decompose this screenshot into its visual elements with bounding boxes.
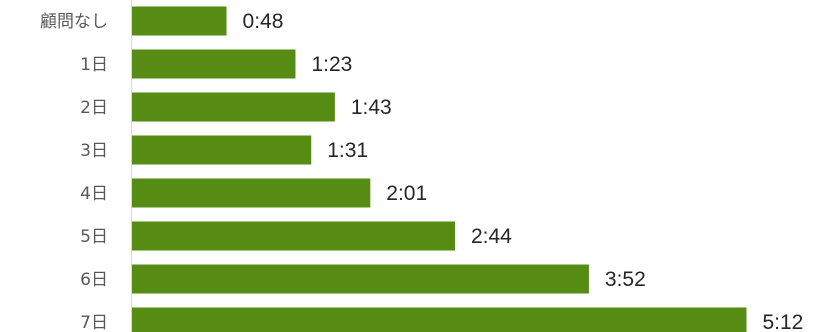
category-label-0: 顧問なし: [40, 12, 108, 32]
bar-1: [132, 50, 295, 79]
bar-4: [132, 179, 370, 208]
category-label-6: 6日: [80, 270, 108, 290]
category-label-7: 7日: [80, 313, 108, 332]
bar-3: [132, 136, 311, 165]
bars-group: [132, 7, 746, 332]
value-label-7: 5:12: [762, 311, 803, 332]
category-labels-group: 顧問なし 1日 2日 3日 4日 5日 6日 7日: [40, 12, 108, 332]
bar-6: [132, 265, 589, 294]
category-label-4: 4日: [80, 184, 108, 204]
bar-2: [132, 93, 335, 122]
category-label-3: 3日: [80, 141, 108, 161]
value-label-4: 2:01: [386, 182, 427, 205]
value-label-5: 2:44: [471, 225, 512, 248]
category-label-1: 1日: [80, 55, 108, 75]
category-label-5: 5日: [80, 227, 108, 247]
bar-0: [132, 7, 227, 36]
value-label-3: 1:31: [327, 139, 368, 162]
value-label-6: 3:52: [605, 268, 646, 291]
bar-5: [132, 222, 455, 251]
bar-7: [132, 308, 746, 332]
value-label-0: 0:48: [243, 10, 284, 33]
value-label-2: 1:43: [351, 96, 392, 119]
value-label-1: 1:23: [311, 53, 352, 76]
category-label-2: 2日: [80, 98, 108, 118]
